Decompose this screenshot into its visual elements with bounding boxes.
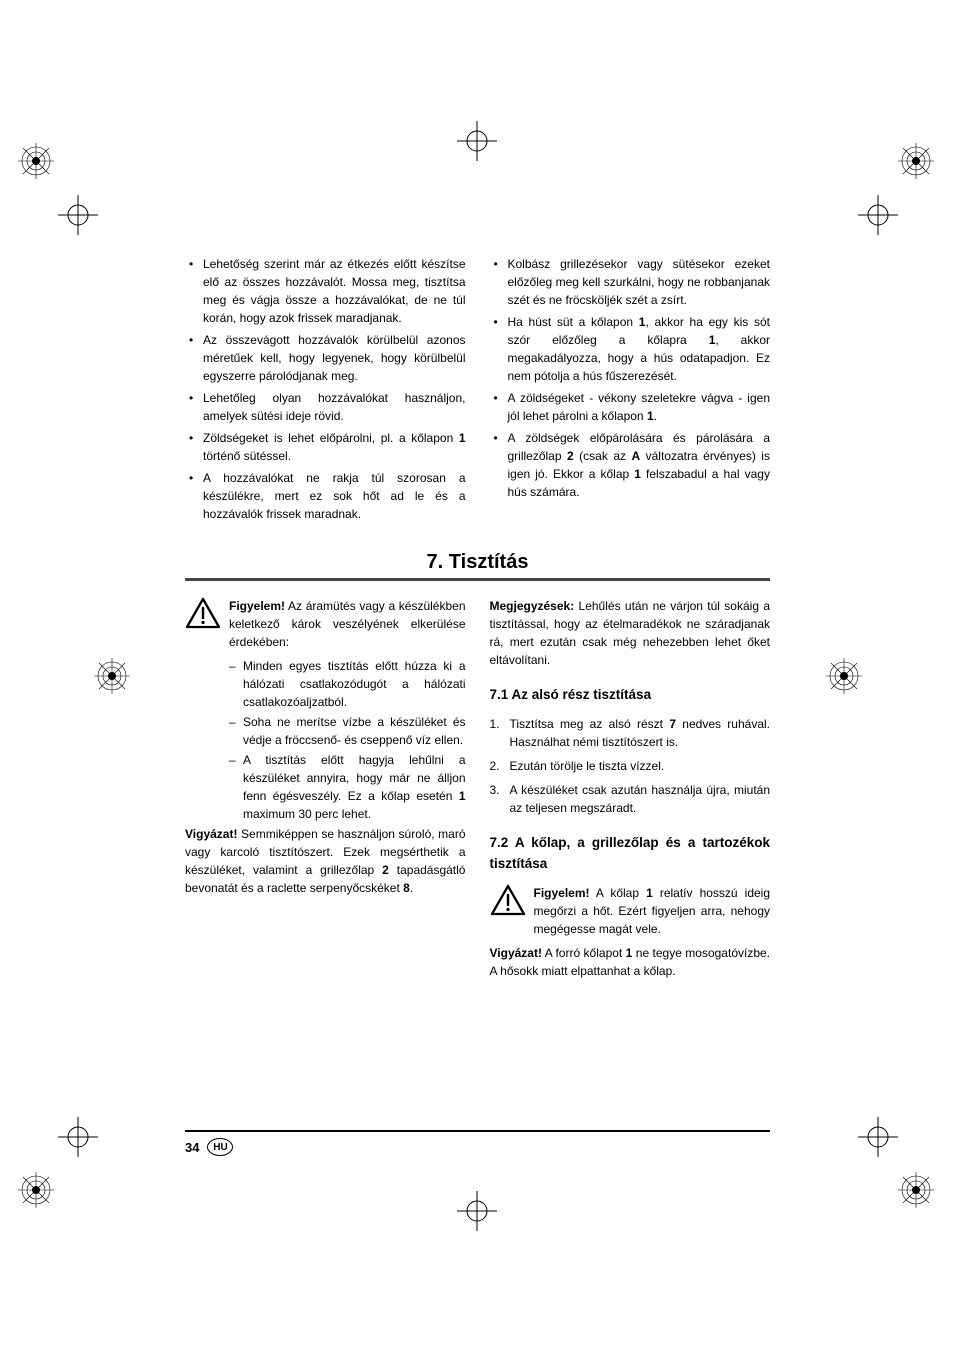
- page-body: Lehetőség szerint már az étkezés előtt k…: [185, 255, 770, 986]
- registration-mark-br: [898, 1172, 934, 1208]
- crop-target-tr: [858, 195, 898, 235]
- warning-figyelem-2: Figyelem! A kőlap 1 relatív hosszú ideig…: [490, 884, 771, 938]
- list-item: Tisztítsa meg az alsó részt 7 nedves ruh…: [490, 715, 771, 751]
- list-item: Soha ne merítse vízbe a készüléket és vé…: [229, 713, 466, 749]
- language-badge: HU: [207, 1138, 233, 1156]
- steps-7-1: Tisztítsa meg az alsó részt 7 nedves ruh…: [490, 715, 771, 817]
- crop-target-bl: [58, 1117, 98, 1157]
- warning-text: Figyelem! Az áramütés vagy a készülékben…: [229, 597, 466, 651]
- list-item: A tisztítás előtt hagyja lehűlni a készü…: [229, 751, 466, 823]
- section-7-header: 7. Tisztítás: [185, 551, 770, 581]
- tips-list-right: Kolbász grillezésekor vagy sütésekor eze…: [490, 255, 771, 501]
- list-item: A készüléket csak azután használja újra,…: [490, 781, 771, 817]
- crop-target-bm: [457, 1191, 497, 1231]
- crop-target-br: [858, 1117, 898, 1157]
- registration-mark-tl: [18, 143, 54, 179]
- list-item: Kolbász grillezésekor vagy sütésekor eze…: [490, 255, 771, 309]
- warning-text: Figyelem! A kőlap 1 relatív hosszú ideig…: [534, 884, 771, 938]
- warning-figyelem: Figyelem! Az áramütés vagy a készülékben…: [185, 597, 466, 651]
- page-footer: 34 HU: [185, 1130, 770, 1156]
- section-7-right: Megjegyzések: Lehűlés után ne várjon túl…: [490, 597, 771, 986]
- megjegyzesek-para: Megjegyzések: Lehűlés után ne várjon túl…: [490, 597, 771, 669]
- subheading-7-1: 7.1 Az alsó rész tisztítása: [490, 685, 771, 705]
- section-title: 7. Tisztítás: [185, 551, 770, 574]
- page-number: 34: [185, 1140, 199, 1155]
- vigyazat-para: Vigyázat! Semmiképpen se használjon súro…: [185, 825, 466, 897]
- tips-list-left: Lehetőség szerint már az étkezés előtt k…: [185, 255, 466, 523]
- top-left-col: Lehetőség szerint már az étkezés előtt k…: [185, 255, 466, 527]
- crop-target-tl: [58, 195, 98, 235]
- list-item: Minden egyes tisztítás előtt húzza ki a …: [229, 657, 466, 711]
- crop-target-tm: [457, 121, 497, 161]
- section-7-left: Figyelem! Az áramütés vagy a készülékben…: [185, 597, 466, 986]
- list-item: A hozzávalókat ne rakja túl szorosan a k…: [185, 469, 466, 523]
- list-item: Ha húst süt a kőlapon 1, akkor ha egy ki…: [490, 313, 771, 385]
- warning-triangle-icon: [490, 884, 526, 916]
- list-item: Lehetőleg olyan hozzávalókat használjon,…: [185, 389, 466, 425]
- registration-mark-tr: [898, 143, 934, 179]
- section-rule: [185, 578, 770, 581]
- list-item: Az összevágott hozzávalók körülbelül azo…: [185, 331, 466, 385]
- warning-dash-list: Minden egyes tisztítás előtt húzza ki a …: [229, 657, 466, 823]
- registration-mark-ml: [94, 658, 130, 694]
- subheading-7-2: 7.2 A kőlap, a grillezőlap és a tartozék…: [490, 833, 771, 874]
- list-item: A zöldségeket - vékony szeletekre vágva …: [490, 389, 771, 425]
- top-right-col: Kolbász grillezésekor vagy sütésekor eze…: [490, 255, 771, 527]
- list-item: A zöldségek előpárolására és párolására …: [490, 429, 771, 501]
- vigyazat2-para: Vigyázat! A forró kőlapot 1 ne tegye mos…: [490, 944, 771, 980]
- list-item: Lehetőség szerint már az étkezés előtt k…: [185, 255, 466, 327]
- top-two-columns: Lehetőség szerint már az étkezés előtt k…: [185, 255, 770, 527]
- warning-triangle-icon: [185, 597, 221, 629]
- registration-mark-bl: [18, 1172, 54, 1208]
- registration-mark-mr: [826, 658, 862, 694]
- list-item: Ezután törölje le tiszta vízzel.: [490, 757, 771, 775]
- section-7-two-columns: Figyelem! Az áramütés vagy a készülékben…: [185, 597, 770, 986]
- list-item: Zöldségeket is lehet előpárolni, pl. a k…: [185, 429, 466, 465]
